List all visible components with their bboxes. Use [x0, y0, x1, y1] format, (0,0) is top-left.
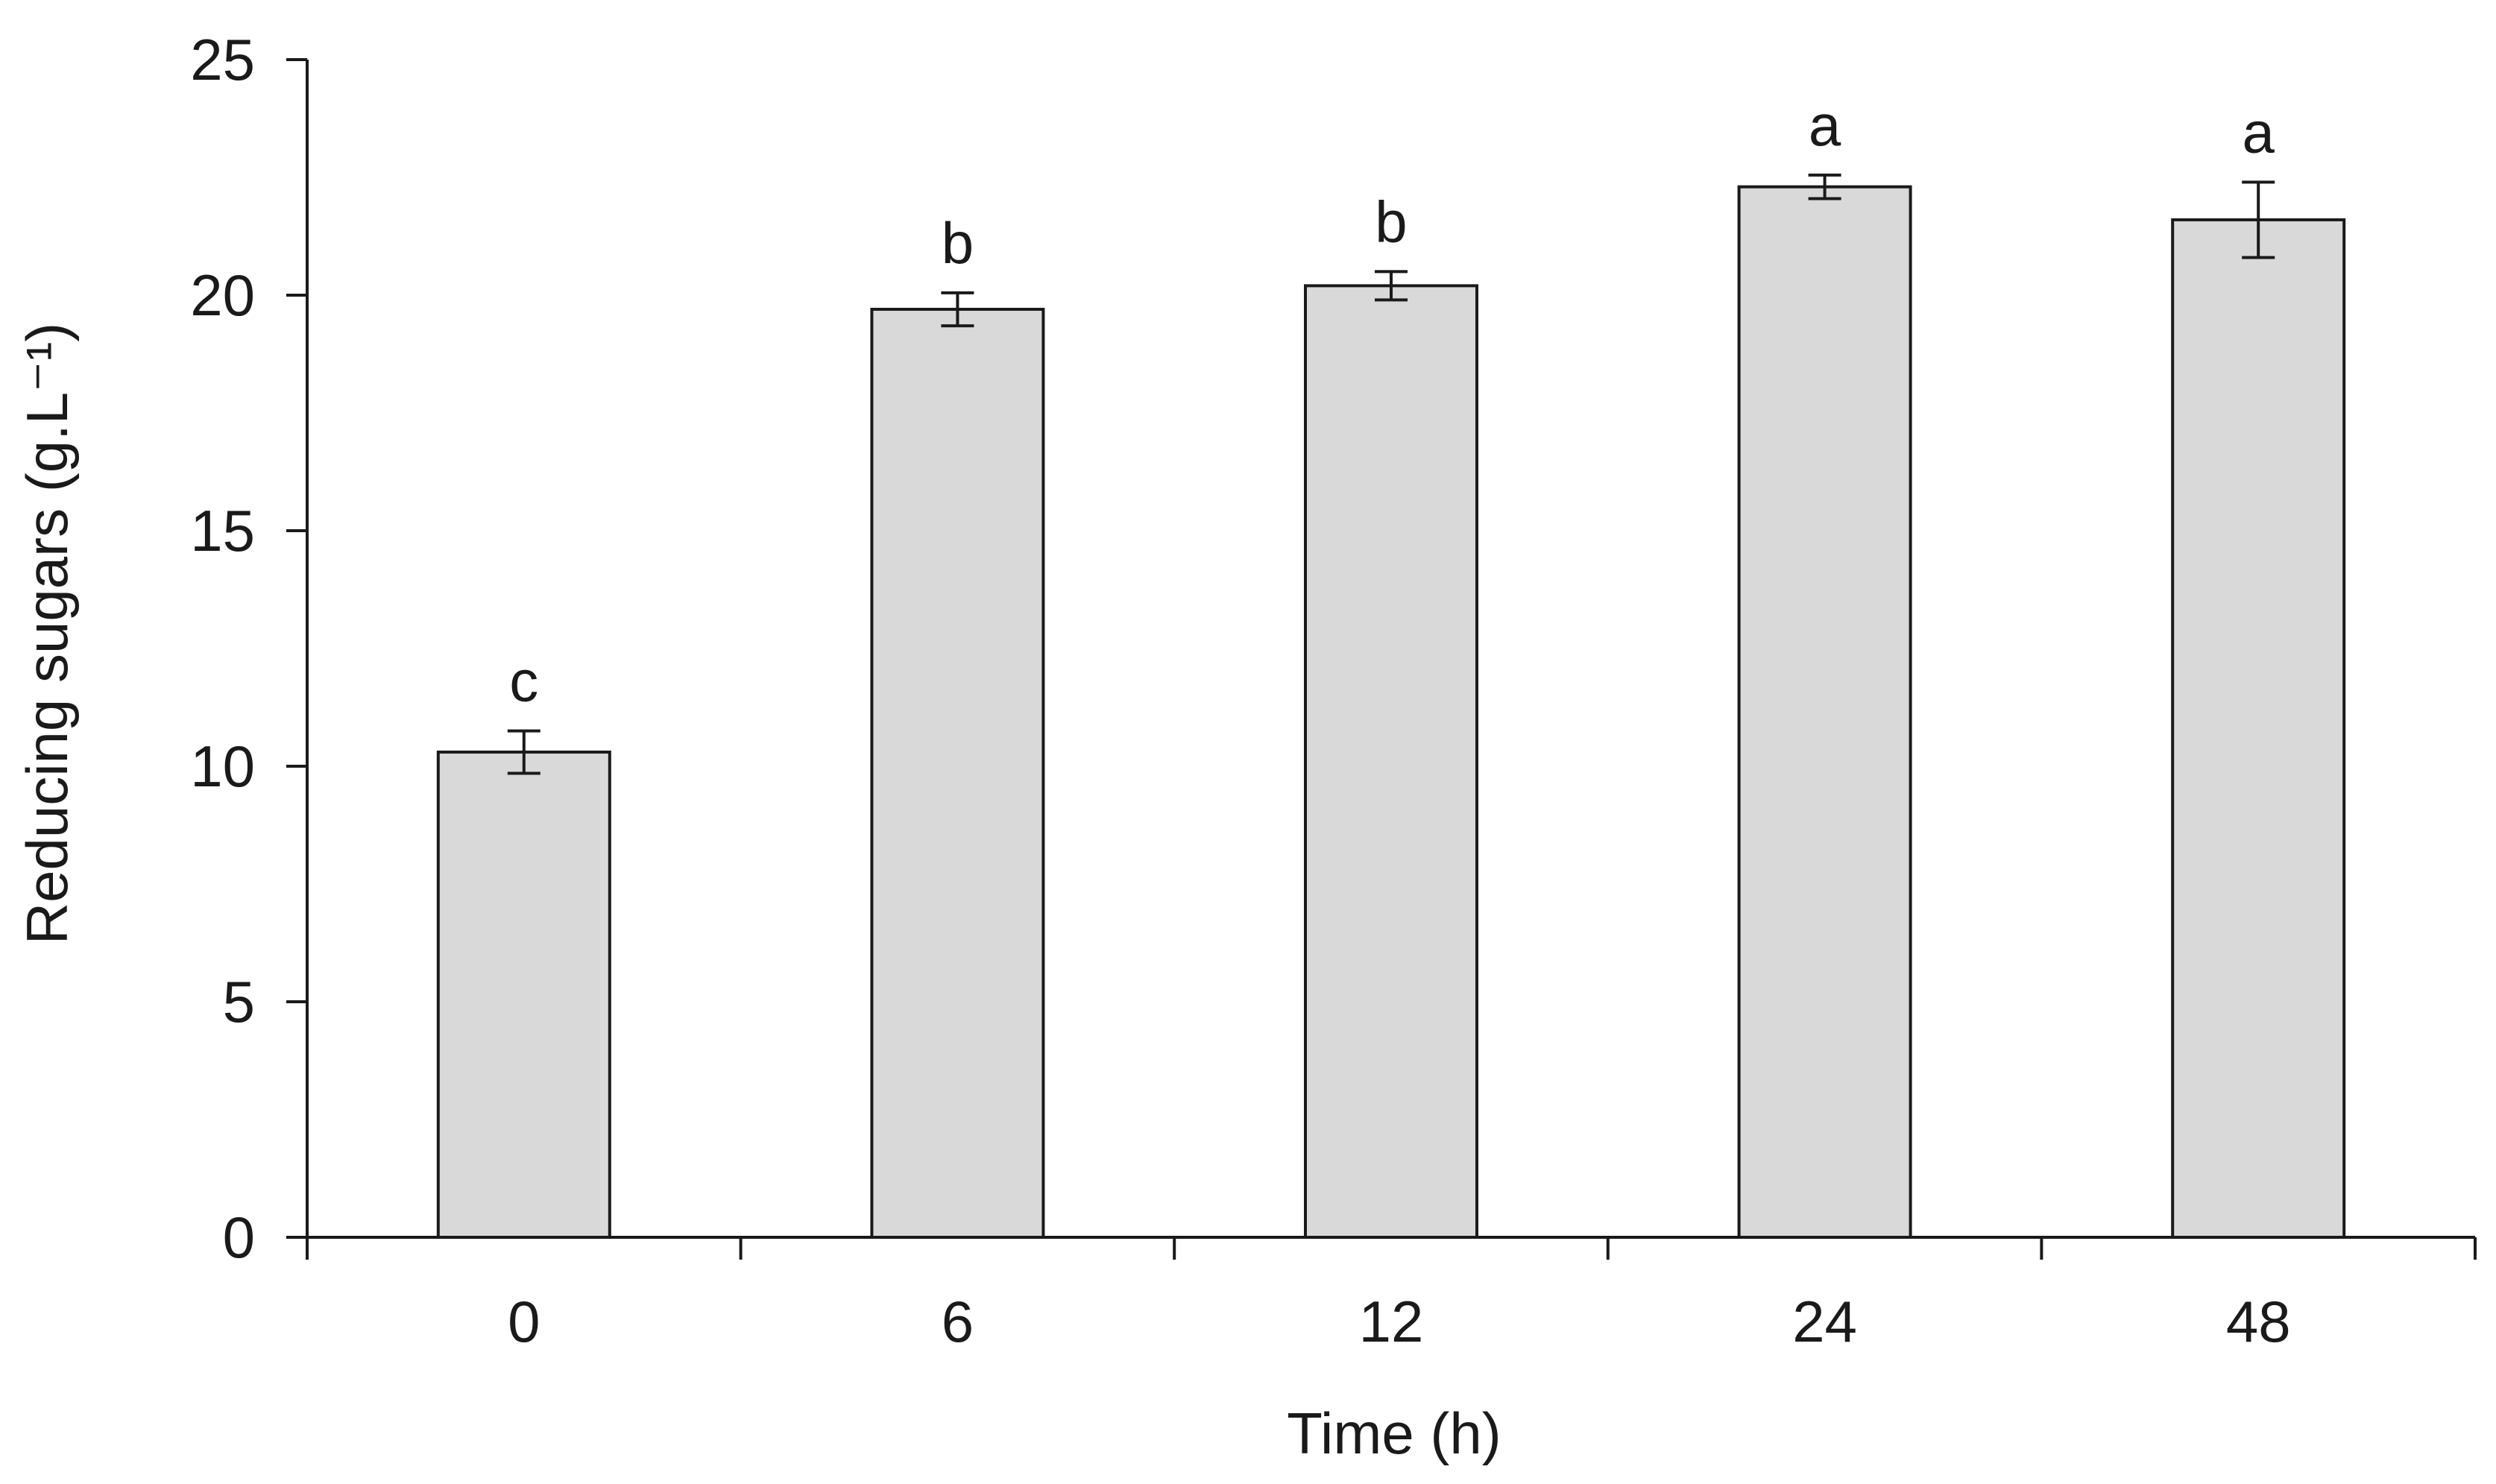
x-tick-label: 24: [1792, 1289, 1857, 1354]
significance-letter: b: [1375, 189, 1407, 254]
bar: [1304, 284, 1478, 1239]
significance-letter: a: [1809, 92, 1841, 158]
bar: [436, 751, 611, 1239]
y-tick-label: 20: [190, 262, 255, 328]
significance-letter: b: [942, 210, 974, 276]
y-tick-label: 0: [223, 1204, 255, 1270]
y-tick-label: 15: [190, 498, 255, 563]
x-tick-label: 48: [2226, 1289, 2291, 1354]
x-tick-label: 6: [942, 1289, 974, 1354]
y-tick-label: 5: [223, 969, 255, 1035]
plot-area: 0 5 10 15 20 25 c 0 b 6 b 12 a 24 a 48: [190, 27, 2477, 1354]
x-tick-label: 12: [1359, 1289, 1424, 1354]
x-tick-label: 0: [508, 1289, 540, 1354]
bar: [2171, 218, 2346, 1239]
x-axis-label: Time (h): [1287, 1401, 1501, 1466]
y-tick-label: 10: [190, 733, 255, 799]
significance-letter: c: [509, 648, 538, 714]
bar: [1737, 185, 1912, 1239]
significance-letter: a: [2243, 99, 2275, 165]
y-axis-label: Reducing sugars (g.L⁻¹): [14, 323, 80, 945]
bar: [870, 307, 1045, 1240]
y-tick-label: 25: [190, 27, 255, 92]
